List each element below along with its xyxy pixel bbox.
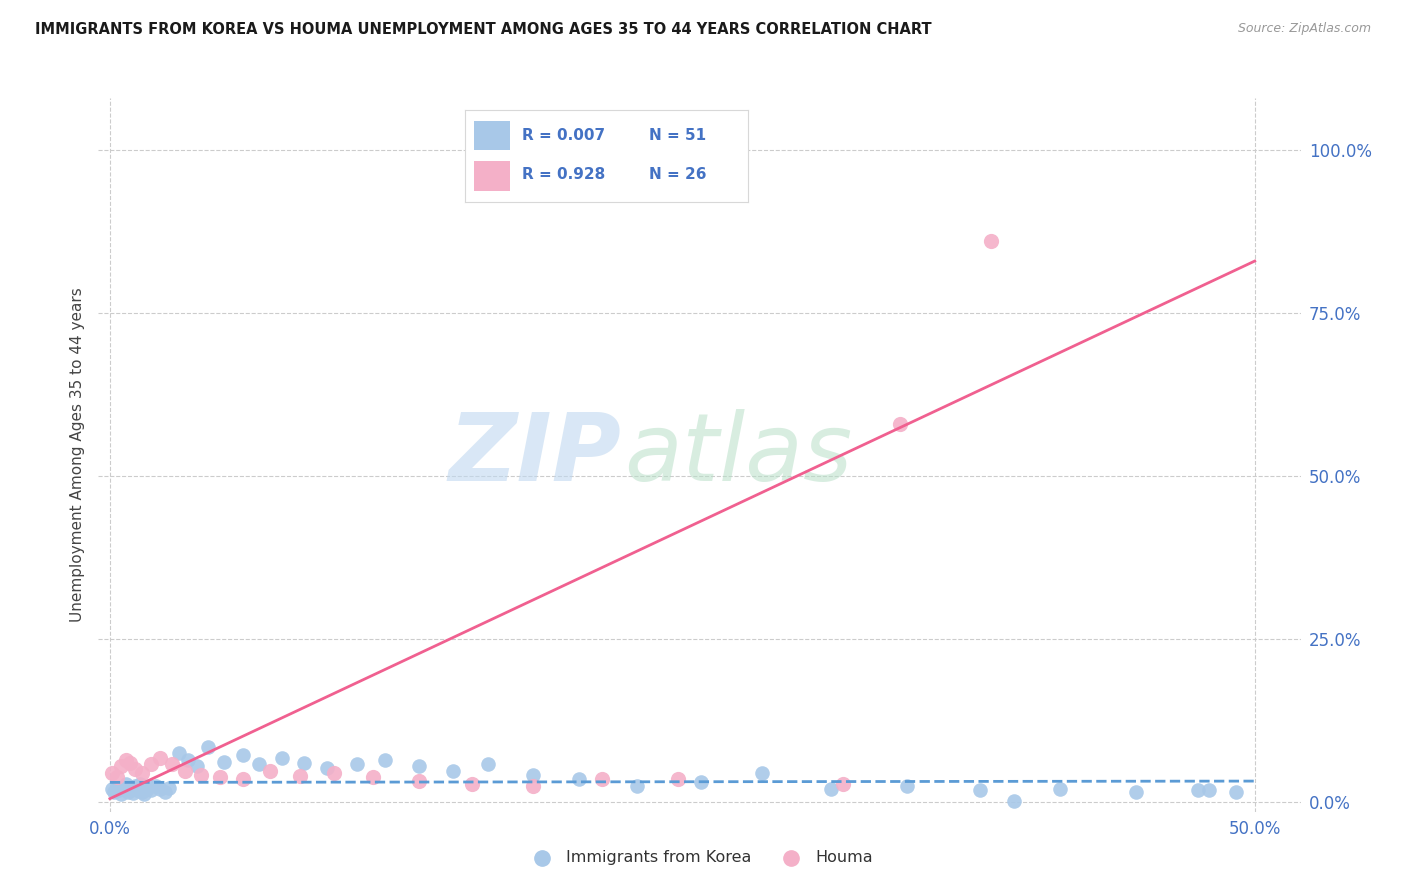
Point <box>259 764 281 778</box>
Point <box>522 767 544 781</box>
Point <box>626 779 648 793</box>
Point <box>889 417 911 431</box>
Point <box>110 759 132 773</box>
Point <box>117 784 139 798</box>
Point <box>186 759 208 773</box>
Point <box>323 765 346 780</box>
Point <box>591 772 613 786</box>
Point <box>105 780 128 795</box>
Point <box>1198 783 1220 797</box>
Point <box>408 774 430 789</box>
Point <box>139 757 162 772</box>
Point <box>145 779 167 793</box>
Point <box>197 739 219 754</box>
Point <box>751 765 773 780</box>
Point <box>346 757 368 772</box>
Point <box>120 756 142 770</box>
Point <box>149 750 172 764</box>
Point <box>108 783 131 797</box>
Point <box>110 787 132 801</box>
Point <box>103 785 125 799</box>
Point <box>121 786 143 800</box>
Legend: Immigrants from Korea, Houma: Immigrants from Korea, Houma <box>520 844 879 871</box>
Point <box>477 757 499 772</box>
Point <box>247 757 270 772</box>
Point <box>105 770 128 784</box>
Point <box>112 781 135 796</box>
Point <box>270 750 292 764</box>
Point <box>128 777 150 791</box>
Point <box>167 746 190 760</box>
Point <box>160 757 183 772</box>
Point <box>294 756 316 770</box>
Text: ZIP: ZIP <box>449 409 621 501</box>
Point <box>232 772 254 786</box>
Point <box>831 777 853 791</box>
Point <box>131 765 153 780</box>
Point <box>138 780 160 794</box>
Point <box>1187 783 1209 797</box>
Point <box>101 765 124 780</box>
Point <box>115 777 138 791</box>
Point <box>1049 781 1071 796</box>
Point <box>120 780 142 795</box>
Point <box>208 770 231 784</box>
Point <box>441 764 464 778</box>
Point <box>157 780 180 795</box>
Point <box>969 783 991 797</box>
Point <box>127 783 149 797</box>
Point <box>124 779 146 793</box>
Point <box>149 781 172 796</box>
Y-axis label: Unemployment Among Ages 35 to 44 years: Unemployment Among Ages 35 to 44 years <box>69 287 84 623</box>
Point <box>101 781 124 796</box>
Point <box>980 235 1002 249</box>
Point <box>666 772 689 786</box>
Point <box>896 779 918 793</box>
Point <box>316 761 339 775</box>
Point <box>135 781 157 796</box>
Point <box>131 784 153 798</box>
Point <box>1225 785 1247 799</box>
Point <box>153 784 176 798</box>
Point <box>1002 794 1025 808</box>
Point <box>115 753 138 767</box>
Point <box>177 753 200 767</box>
Point <box>1125 784 1147 798</box>
Point <box>288 769 311 783</box>
Point <box>232 747 254 762</box>
Point <box>134 787 156 801</box>
Point <box>460 777 482 791</box>
Point <box>522 779 544 793</box>
Point <box>820 781 842 796</box>
Point <box>139 783 162 797</box>
Point <box>568 772 591 786</box>
Point <box>374 753 396 767</box>
Point <box>174 764 197 778</box>
Point <box>190 767 212 781</box>
Text: atlas: atlas <box>624 409 852 500</box>
Point <box>124 763 146 777</box>
Point <box>214 755 236 769</box>
Point <box>408 759 430 773</box>
Text: IMMIGRANTS FROM KOREA VS HOUMA UNEMPLOYMENT AMONG AGES 35 TO 44 YEARS CORRELATIO: IMMIGRANTS FROM KOREA VS HOUMA UNEMPLOYM… <box>35 22 932 37</box>
Point <box>361 770 384 784</box>
Point <box>689 775 711 789</box>
Text: Source: ZipAtlas.com: Source: ZipAtlas.com <box>1237 22 1371 36</box>
